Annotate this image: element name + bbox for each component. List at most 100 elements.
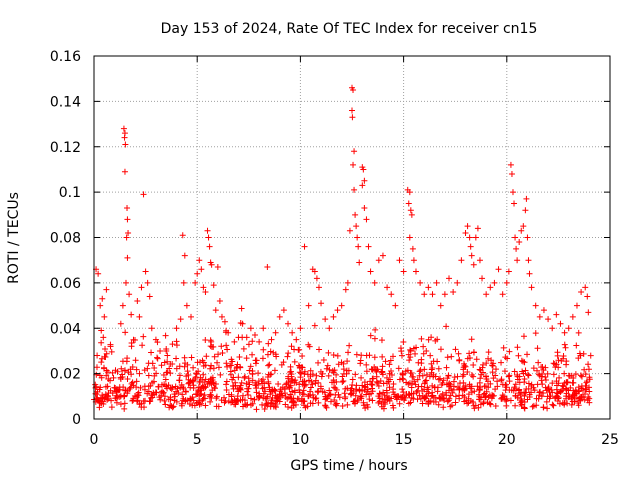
data-point bbox=[122, 141, 129, 148]
data-point bbox=[538, 364, 545, 371]
data-point bbox=[169, 384, 176, 391]
data-point bbox=[151, 391, 158, 398]
data-point bbox=[107, 377, 114, 384]
data-point bbox=[286, 384, 293, 391]
data-point bbox=[120, 384, 127, 391]
data-point bbox=[540, 307, 547, 314]
data-point bbox=[215, 364, 222, 371]
data-point bbox=[393, 396, 400, 403]
data-point bbox=[549, 325, 556, 332]
data-point bbox=[144, 390, 151, 397]
data-point bbox=[247, 363, 254, 370]
data-point bbox=[384, 284, 391, 291]
data-point bbox=[437, 375, 444, 382]
data-point bbox=[407, 207, 414, 214]
data-point bbox=[526, 270, 533, 277]
data-point bbox=[245, 379, 252, 386]
data-point bbox=[245, 385, 252, 392]
data-point bbox=[421, 366, 428, 373]
x-axis-label: GPS time / hours bbox=[290, 458, 407, 474]
data-point bbox=[124, 216, 131, 223]
data-point bbox=[371, 279, 378, 286]
data-point bbox=[493, 366, 500, 373]
data-point bbox=[452, 346, 459, 353]
data-point bbox=[272, 401, 279, 408]
data-point bbox=[102, 394, 109, 401]
data-point bbox=[479, 275, 486, 282]
data-point bbox=[575, 402, 582, 409]
data-point bbox=[169, 341, 176, 348]
data-point bbox=[428, 366, 435, 373]
data-point bbox=[323, 365, 330, 372]
data-point bbox=[514, 257, 521, 264]
data-point bbox=[208, 261, 215, 268]
data-point bbox=[536, 389, 543, 396]
data-point bbox=[506, 372, 513, 379]
data-point bbox=[511, 200, 518, 207]
data-point bbox=[518, 396, 525, 403]
data-point bbox=[105, 395, 112, 402]
data-point bbox=[464, 223, 471, 230]
y-tick-labels: 0 0.02 0.04 0.06 0.08 0.1 0.12 0.14 0.16 bbox=[50, 49, 81, 428]
data-point bbox=[406, 234, 413, 241]
data-point bbox=[98, 359, 105, 366]
data-point bbox=[513, 245, 520, 252]
data-point bbox=[550, 371, 557, 378]
data-point bbox=[387, 357, 394, 364]
data-point bbox=[369, 388, 376, 395]
data-point bbox=[301, 368, 308, 375]
data-point bbox=[211, 384, 218, 391]
data-point bbox=[530, 384, 537, 391]
data-point bbox=[234, 363, 241, 370]
data-point bbox=[563, 395, 570, 402]
data-point bbox=[524, 234, 531, 241]
data-point bbox=[561, 341, 568, 348]
data-point bbox=[172, 383, 179, 390]
data-point bbox=[430, 371, 437, 378]
data-point bbox=[305, 302, 312, 309]
data-point bbox=[550, 360, 557, 367]
data-point bbox=[563, 361, 570, 368]
data-point bbox=[271, 367, 278, 374]
data-point bbox=[178, 400, 185, 407]
data-point bbox=[358, 374, 365, 381]
data-point bbox=[315, 388, 322, 395]
data-point bbox=[163, 382, 170, 389]
data-point bbox=[253, 389, 260, 396]
data-point bbox=[466, 355, 473, 362]
data-point bbox=[247, 325, 254, 332]
data-point bbox=[141, 386, 148, 393]
data-point bbox=[246, 367, 253, 374]
data-point bbox=[543, 398, 550, 405]
data-point bbox=[334, 307, 341, 314]
data-point bbox=[538, 393, 545, 400]
data-point bbox=[199, 383, 206, 390]
data-point bbox=[405, 391, 412, 398]
data-point bbox=[476, 379, 483, 386]
data-point bbox=[301, 243, 308, 250]
data-point bbox=[552, 364, 559, 371]
data-point bbox=[565, 325, 572, 332]
data-point bbox=[429, 382, 436, 389]
data-point bbox=[223, 342, 230, 349]
x-tick-label: 0 bbox=[90, 432, 99, 448]
data-point bbox=[409, 245, 416, 252]
data-point bbox=[121, 400, 128, 407]
data-point bbox=[568, 401, 575, 408]
data-point bbox=[549, 380, 556, 387]
data-point bbox=[380, 380, 387, 387]
data-point bbox=[96, 404, 103, 411]
data-point bbox=[240, 345, 247, 352]
data-point bbox=[443, 323, 450, 330]
data-point bbox=[208, 362, 215, 369]
data-point bbox=[113, 388, 120, 395]
data-point bbox=[375, 257, 382, 264]
data-point bbox=[499, 394, 506, 401]
data-point bbox=[446, 395, 453, 402]
data-point bbox=[519, 368, 526, 375]
data-point bbox=[572, 371, 579, 378]
data-point bbox=[474, 225, 481, 232]
data-point bbox=[134, 298, 141, 305]
data-point bbox=[298, 364, 305, 371]
data-point bbox=[258, 378, 265, 385]
